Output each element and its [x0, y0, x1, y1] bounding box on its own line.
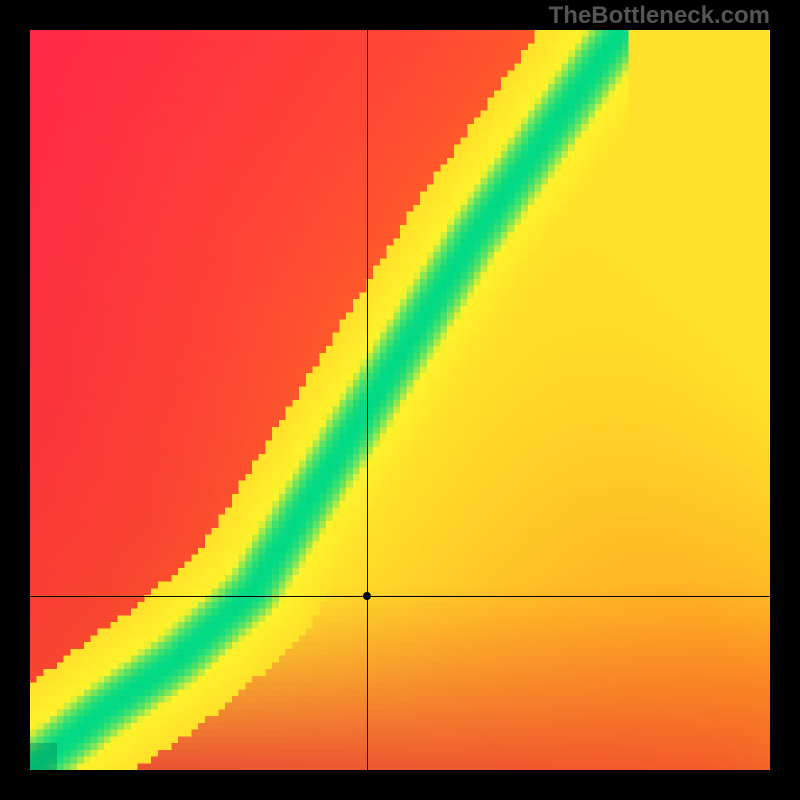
bottleneck-heatmap — [30, 30, 770, 770]
crosshair-marker[interactable] — [363, 592, 371, 600]
crosshair-vertical — [367, 30, 368, 770]
watermark-text: TheBottleneck.com — [549, 2, 770, 30]
crosshair-horizontal — [30, 596, 770, 597]
chart-container: TheBottleneck.com — [0, 0, 800, 800]
